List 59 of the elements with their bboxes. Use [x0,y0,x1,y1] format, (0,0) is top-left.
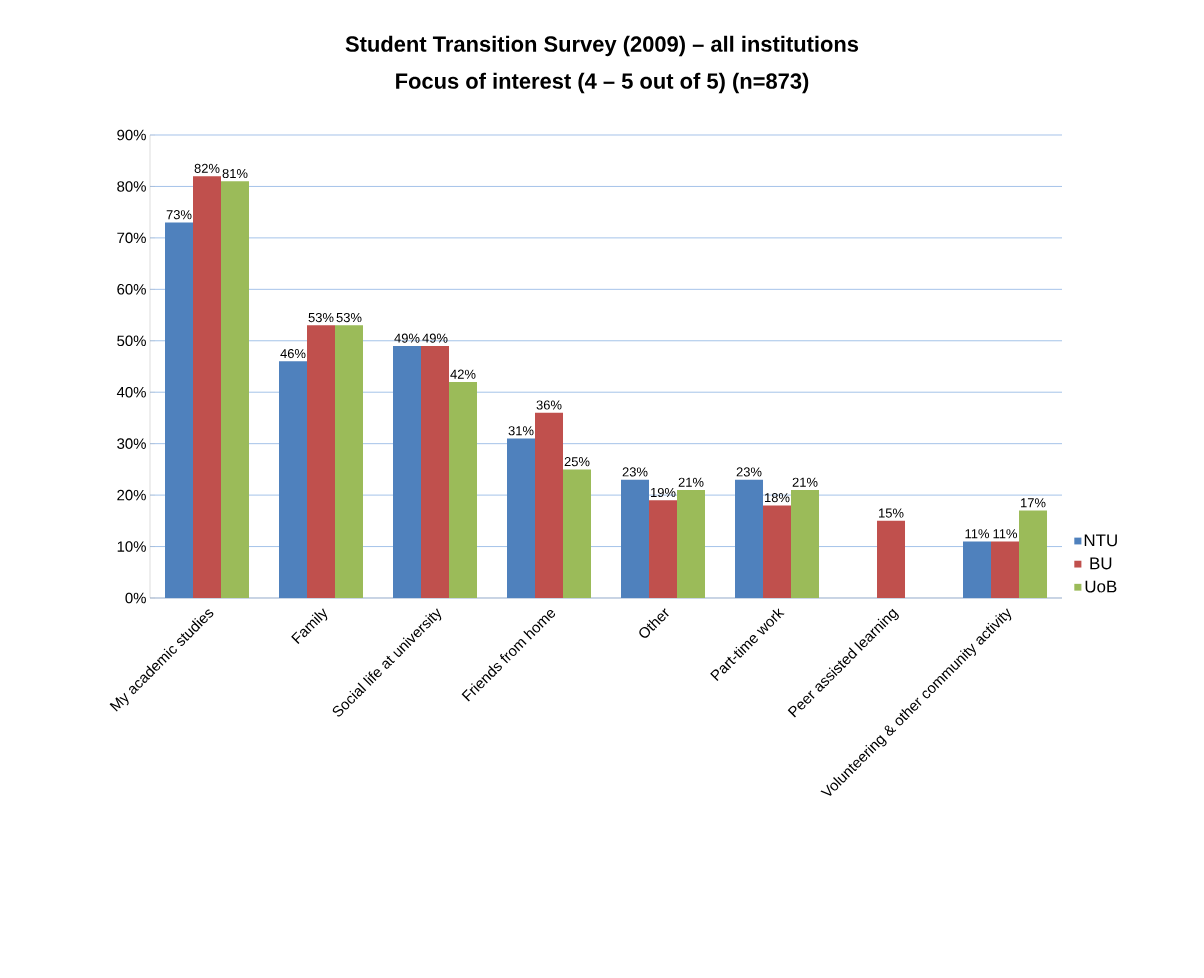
data-label: 49% [422,333,448,343]
data-label: 11% [965,529,990,539]
data-label: 81% [222,168,248,179]
bar [307,325,335,598]
legend-label: UoB [1085,580,1117,593]
bar [649,500,678,598]
data-label: 31% [508,426,534,436]
bar [563,469,591,598]
bar [221,181,249,598]
bar [677,489,706,598]
data-label: 25% [564,457,590,467]
y-tick-label: 10% [117,541,146,552]
data-label: 82% [194,163,220,173]
bar [1019,510,1048,598]
data-label: 53% [336,312,362,323]
bar [621,479,650,598]
y-tick-label: 80% [117,181,146,192]
legend-label: BU [1090,557,1112,570]
data-label: 11% [993,529,1018,539]
bar [449,381,477,598]
data-label: 36% [536,400,562,410]
y-tick-label: 60% [117,284,146,295]
bar [735,479,764,598]
y-tick-label: 40% [116,386,146,398]
bar [279,361,307,598]
data-label: 23% [736,467,762,477]
bar [963,541,992,598]
data-label: 21% [678,477,704,487]
y-tick-label: 90% [117,129,146,141]
bar [791,489,820,598]
bar [193,176,221,598]
y-tick-label: 70% [117,232,146,244]
bar [335,325,363,598]
bar [393,345,421,598]
chart-title: Student Transition Survey (2009) – all institutions [345,35,859,57]
y-tick-label: 50% [117,335,146,347]
data-label: 49% [394,333,420,343]
bar [877,520,906,598]
data-label: 53% [308,312,334,323]
data-label: 73% [166,210,192,220]
data-label: 46% [280,348,306,359]
data-label: 42% [450,369,476,379]
data-label: 18% [765,493,790,503]
data-label: 23% [622,467,648,477]
data-label: 21% [792,477,818,487]
bar [507,438,535,598]
y-tick-label: 30% [117,438,146,449]
data-label: 15% [879,508,904,518]
y-tick-label: 20% [117,489,146,501]
legend-label: NTU [1084,534,1117,547]
bar [763,505,792,598]
bar [535,412,563,598]
chart-subtitle: Focus of interest (4 – 5 out of 5) (n=873) [396,72,809,94]
y-tick-label: 0% [125,592,146,604]
bar [991,541,1020,598]
data-label: 17% [1021,498,1046,508]
bar [421,345,449,598]
data-label: 19% [651,487,676,498]
bar [165,222,193,598]
